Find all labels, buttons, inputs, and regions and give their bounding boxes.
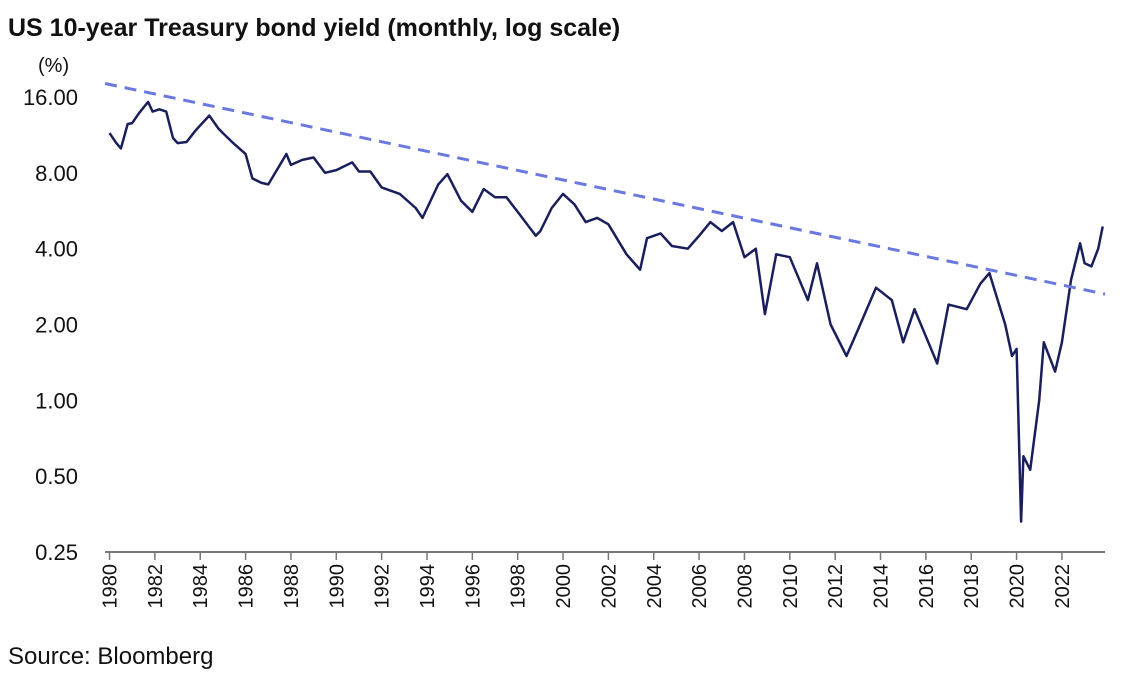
y-tick-label: 8.00 — [35, 161, 78, 186]
x-tick-label: 2008 — [734, 564, 756, 609]
x-tick-label: 2014 — [871, 564, 893, 609]
x-tick-label: 2004 — [644, 564, 666, 609]
y-tick-label: 16.00 — [23, 85, 78, 110]
y-tick-label: 4.00 — [35, 237, 78, 262]
x-tick-label: 1980 — [100, 564, 122, 609]
x-tick-label: 2022 — [1052, 564, 1074, 609]
trend-line — [104, 82, 1106, 296]
x-tick-label: 1984 — [190, 564, 212, 609]
x-tick-label: 1994 — [417, 564, 439, 609]
x-tick-label: 1990 — [326, 564, 348, 609]
x-tick-label: 1986 — [236, 564, 258, 609]
yield-line — [108, 100, 1104, 523]
x-tick-label: 2016 — [916, 564, 938, 609]
y-tick-label: 0.50 — [35, 464, 78, 489]
y-tick-label: 0.25 — [35, 540, 78, 565]
source: Source: Bloomberg — [8, 643, 213, 670]
x-tick-label: 2000 — [553, 564, 575, 609]
x-tick-label: 2006 — [689, 564, 711, 609]
y-unit-label: (%) — [38, 55, 69, 77]
y-tick-label: 1.00 — [35, 388, 78, 413]
chart-title: US 10-year Treasury bond yield (monthly,… — [8, 14, 620, 42]
x-tick-label: 1988 — [281, 564, 303, 609]
y-tick-label: 2.00 — [35, 313, 78, 338]
x-tick-label: 1992 — [372, 564, 394, 609]
x-tick-label: 1998 — [508, 564, 530, 609]
x-tick-label: 2010 — [780, 564, 802, 609]
x-tick-label: 2018 — [961, 564, 983, 609]
x-tick-label: 2020 — [1007, 564, 1029, 609]
x-tick-label: 1982 — [145, 564, 167, 609]
x-tick-label: 2012 — [825, 564, 847, 609]
x-tick-label: 2002 — [598, 564, 620, 609]
x-tick-label: 1996 — [462, 564, 484, 609]
